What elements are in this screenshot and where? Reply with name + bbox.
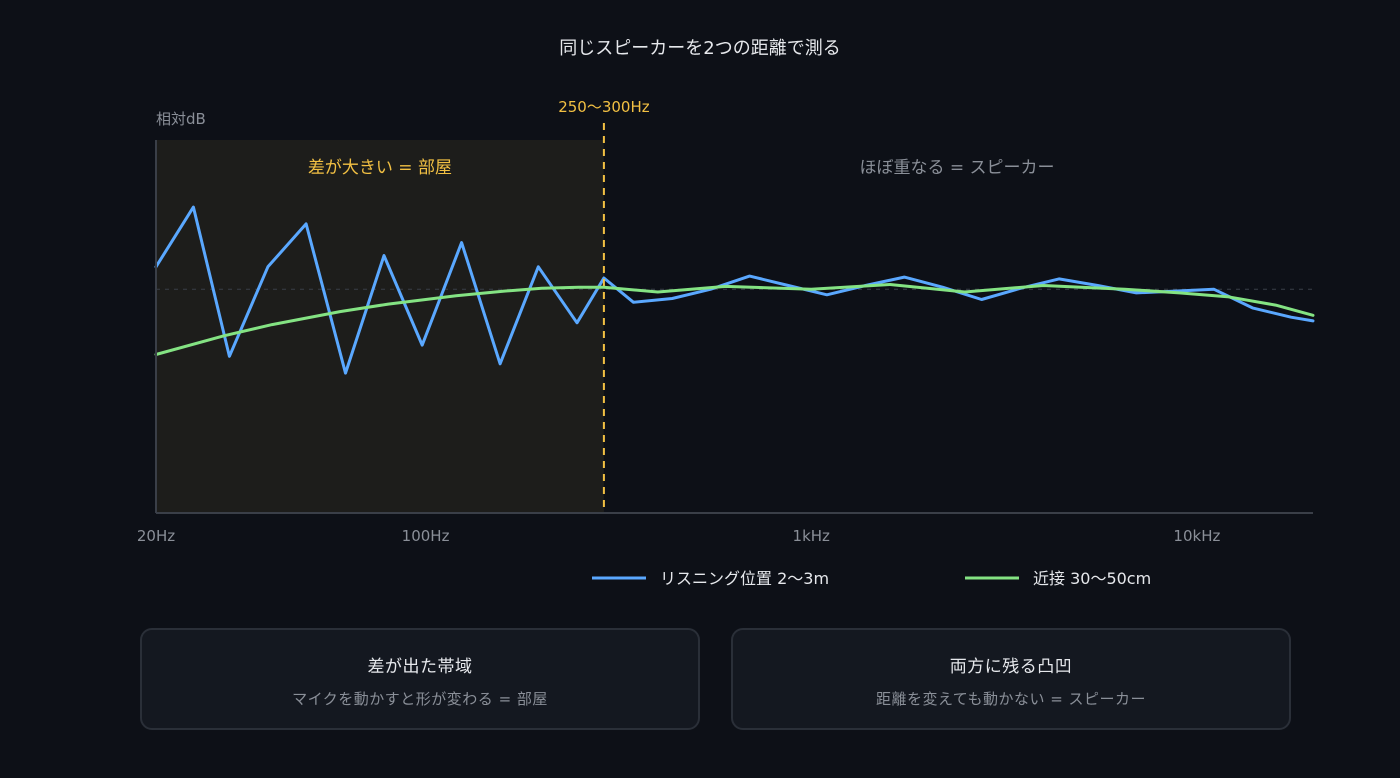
room-zone-annotation: 差が大きい = 部屋	[308, 158, 452, 178]
card-speaker-peaks: 両方に残る凸凹 距離を変えても動かない = スピーカー	[731, 628, 1291, 730]
legend-label-nearfield: 近接 30〜50cm	[1033, 569, 1151, 588]
speaker-zone-annotation: ほぼ重なる = スピーカー	[859, 158, 1054, 178]
card-speaker-peaks-subtitle: 距離を変えても動かない = スピーカー	[875, 690, 1147, 708]
x-tick-label: 100Hz	[402, 527, 450, 545]
frequency-response-chart: 20Hz 100Hz 1kHz 10kHz 同じスピーカーを2つの距離で測る 相対dB…	[137, 38, 1315, 588]
series-layer	[154, 205, 1315, 375]
card-room-band-subtitle: マイクを動かすと形が変わる = 部屋	[292, 690, 548, 708]
y-axis-label: 相対dB	[156, 110, 206, 128]
x-tick-labels: 20Hz 100Hz 1kHz 10kHz	[137, 527, 1221, 545]
legend-label-listening: リスニング位置 2〜3m	[660, 569, 829, 588]
chart-title: 同じスピーカーを2つの距離で測る	[559, 38, 840, 59]
legend: リスニング位置 2〜3m 近接 30〜50cm	[592, 569, 1151, 588]
nearfield-line	[154, 283, 1315, 356]
listening-position-line	[154, 205, 1315, 375]
x-tick-label: 20Hz	[137, 527, 175, 545]
card-speaker-peaks-title: 両方に残る凸凹	[949, 657, 1073, 677]
x-tick-label: 1kHz	[793, 527, 831, 545]
threshold-label: 250〜300Hz	[558, 98, 650, 116]
card-room-band: 差が出た帯域 マイクを動かすと形が変わる = 部屋	[140, 628, 700, 730]
room-zone-shading	[156, 140, 604, 513]
x-tick-label: 10kHz	[1173, 527, 1220, 545]
card-room-band-title: 差が出た帯域	[367, 657, 473, 677]
